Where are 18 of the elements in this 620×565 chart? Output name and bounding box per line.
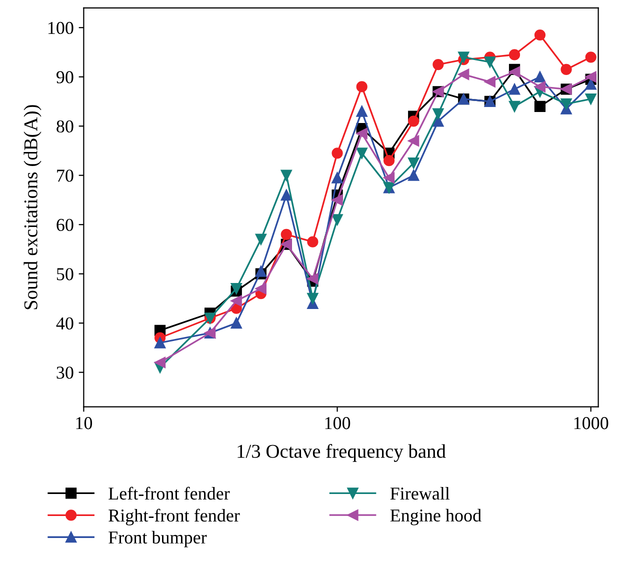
y-tick-label: 60 — [56, 218, 74, 232]
y-tick-label: 30 — [56, 366, 74, 379]
y-tick-label: 50 — [56, 268, 74, 280]
x-tick-label: 1000 — [574, 417, 608, 430]
legend-label: Engine hood — [390, 508, 482, 526]
legend-label: Right-front fender — [108, 508, 240, 526]
y-tick-label: 40 — [56, 317, 74, 330]
x-axis-title: 1/3 Octave frequency band — [238, 444, 446, 462]
y-tick-label: 100 — [48, 22, 74, 34]
legend-label: Left-front fender — [108, 486, 230, 500]
y-tick-label: 80 — [56, 120, 74, 133]
y-axis-title: Sound excitations (dB(A)) — [24, 105, 42, 310]
legend-label: Firewall — [390, 486, 450, 500]
y-tick-label: 70 — [57, 170, 74, 182]
x-tick-label: 10 — [76, 417, 92, 430]
y-tick-label: 90 — [56, 71, 74, 84]
legend-label: Front bumper — [108, 530, 207, 548]
x-tick-label: 100 — [325, 417, 350, 430]
